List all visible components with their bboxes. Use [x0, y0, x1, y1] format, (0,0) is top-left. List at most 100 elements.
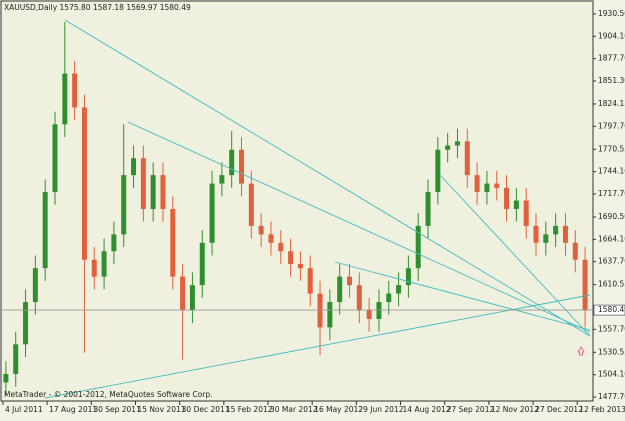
candle-body: [386, 293, 392, 303]
candle-body: [23, 302, 29, 345]
candle-body: [121, 175, 127, 235]
chart-title: XAUUSD,Daily 1575.80 1587.18 1569.97 158…: [4, 3, 191, 12]
candle-body: [111, 234, 117, 252]
y-tick-label: 1664.10: [598, 234, 625, 243]
y-tick-label: 1877.70: [598, 54, 625, 63]
y-tick-label: 1610.55: [598, 280, 625, 289]
candle-body: [81, 107, 87, 260]
x-tick-label: 15 Nov 2011: [137, 405, 185, 414]
candle-body: [180, 276, 186, 311]
candle-body: [199, 242, 205, 286]
trendline: [44, 294, 591, 399]
x-tick-label: 16 May 2012: [314, 405, 363, 414]
candle-body: [474, 175, 480, 193]
x-tick-label: 30 Sep 2011: [93, 405, 141, 414]
y-tick-label: 1904.10: [598, 31, 625, 40]
candle-body: [170, 208, 176, 277]
y-tick-label: 1744.10: [598, 167, 625, 176]
trendline: [127, 121, 591, 333]
x-tick-label: 12 Nov 2012: [491, 405, 539, 414]
candle-body: [32, 268, 38, 303]
x-tick-label: 30 Mar 2012: [270, 405, 318, 414]
candle-body: [346, 276, 352, 286]
x-tick-label: 14 Aug 2012: [403, 405, 451, 414]
y-tick-label: 1824.15: [598, 99, 625, 108]
trendlines: [44, 19, 591, 399]
x-tick-label: 30 Dec 2011: [182, 405, 230, 414]
candle-body: [62, 73, 68, 125]
candle-body: [131, 158, 137, 176]
candle-body: [543, 234, 549, 243]
candle-body: [91, 259, 97, 277]
footer: MetaTrader - © 2001-2012, MetaQuotes Sof…: [4, 390, 212, 399]
y-tick-label: 1717.70: [598, 189, 625, 198]
candle-body: [415, 225, 421, 269]
candle-body: [101, 251, 107, 277]
candle-body: [297, 263, 303, 269]
candle-body: [239, 149, 245, 184]
candle-body: [366, 310, 372, 319]
y-tick-label: 1530.55: [598, 347, 625, 356]
x-tick-label: 15 Feb 2012: [226, 405, 273, 414]
x-tick-label: 27 Dec 2012: [535, 405, 583, 414]
plot-frame: [0, 0, 594, 402]
trendline: [439, 174, 591, 337]
x-tick-label: 29 Jun 2012: [358, 405, 403, 414]
candle-body: [327, 302, 333, 328]
candle-body: [52, 124, 58, 193]
candle-body: [513, 200, 519, 209]
candle-body: [140, 158, 146, 209]
candle-body: [150, 175, 156, 209]
candle-body: [356, 285, 362, 311]
candle-body: [425, 192, 431, 226]
y-tick-label: 1690.50: [598, 212, 625, 221]
candle-body: [582, 259, 588, 311]
current-price-label: 1580.49: [598, 305, 625, 314]
x-tick-label: 4 Jul 2011: [5, 405, 43, 414]
candle-body: [189, 285, 195, 311]
candle-body: [454, 141, 460, 146]
candle-body: [504, 187, 510, 209]
y-tick-label: 1851.30: [598, 76, 625, 85]
candle-body: [288, 251, 294, 264]
trendline: [334, 261, 591, 331]
candle-body: [248, 183, 254, 226]
candles: [3, 22, 588, 396]
x-tick-label: 17 Aug 2011: [49, 405, 97, 414]
x-tick-label: 27 Sep 2012: [447, 405, 495, 414]
candle-body: [307, 268, 313, 294]
candle-body: [484, 183, 490, 193]
candle-body: [3, 373, 9, 383]
candle-body: [317, 293, 323, 328]
candle-body: [42, 192, 48, 269]
candle-body: [464, 141, 470, 176]
candle-body: [209, 183, 215, 243]
candle-body: [278, 242, 284, 252]
candle-body: [72, 73, 78, 108]
candle-body: [376, 302, 382, 319]
arrow-icon: [577, 346, 585, 356]
candle-body: [268, 234, 274, 243]
y-tick-label: 1797.70: [598, 121, 625, 130]
candle-body: [258, 225, 264, 235]
candle-body: [435, 149, 441, 193]
y-tick-label: 1930.50: [598, 9, 625, 18]
candle-body: [562, 225, 568, 243]
y-tick-label: 1637.70: [598, 257, 625, 266]
candle-body: [553, 225, 559, 235]
candle-body: [494, 183, 500, 188]
candle-body: [533, 225, 539, 243]
candle-body: [405, 268, 411, 286]
candle-body: [229, 149, 235, 176]
y-tick-label: 1557.70: [598, 324, 625, 333]
candle-body: [337, 276, 343, 303]
y-tick-label: 1504.10: [598, 370, 625, 379]
candle-body: [445, 145, 451, 150]
candle-body: [572, 242, 578, 260]
candle-body: [160, 175, 166, 209]
candle-body: [396, 285, 402, 294]
trendline: [64, 19, 591, 337]
candle-body: [219, 175, 225, 184]
candle-body: [523, 200, 529, 226]
